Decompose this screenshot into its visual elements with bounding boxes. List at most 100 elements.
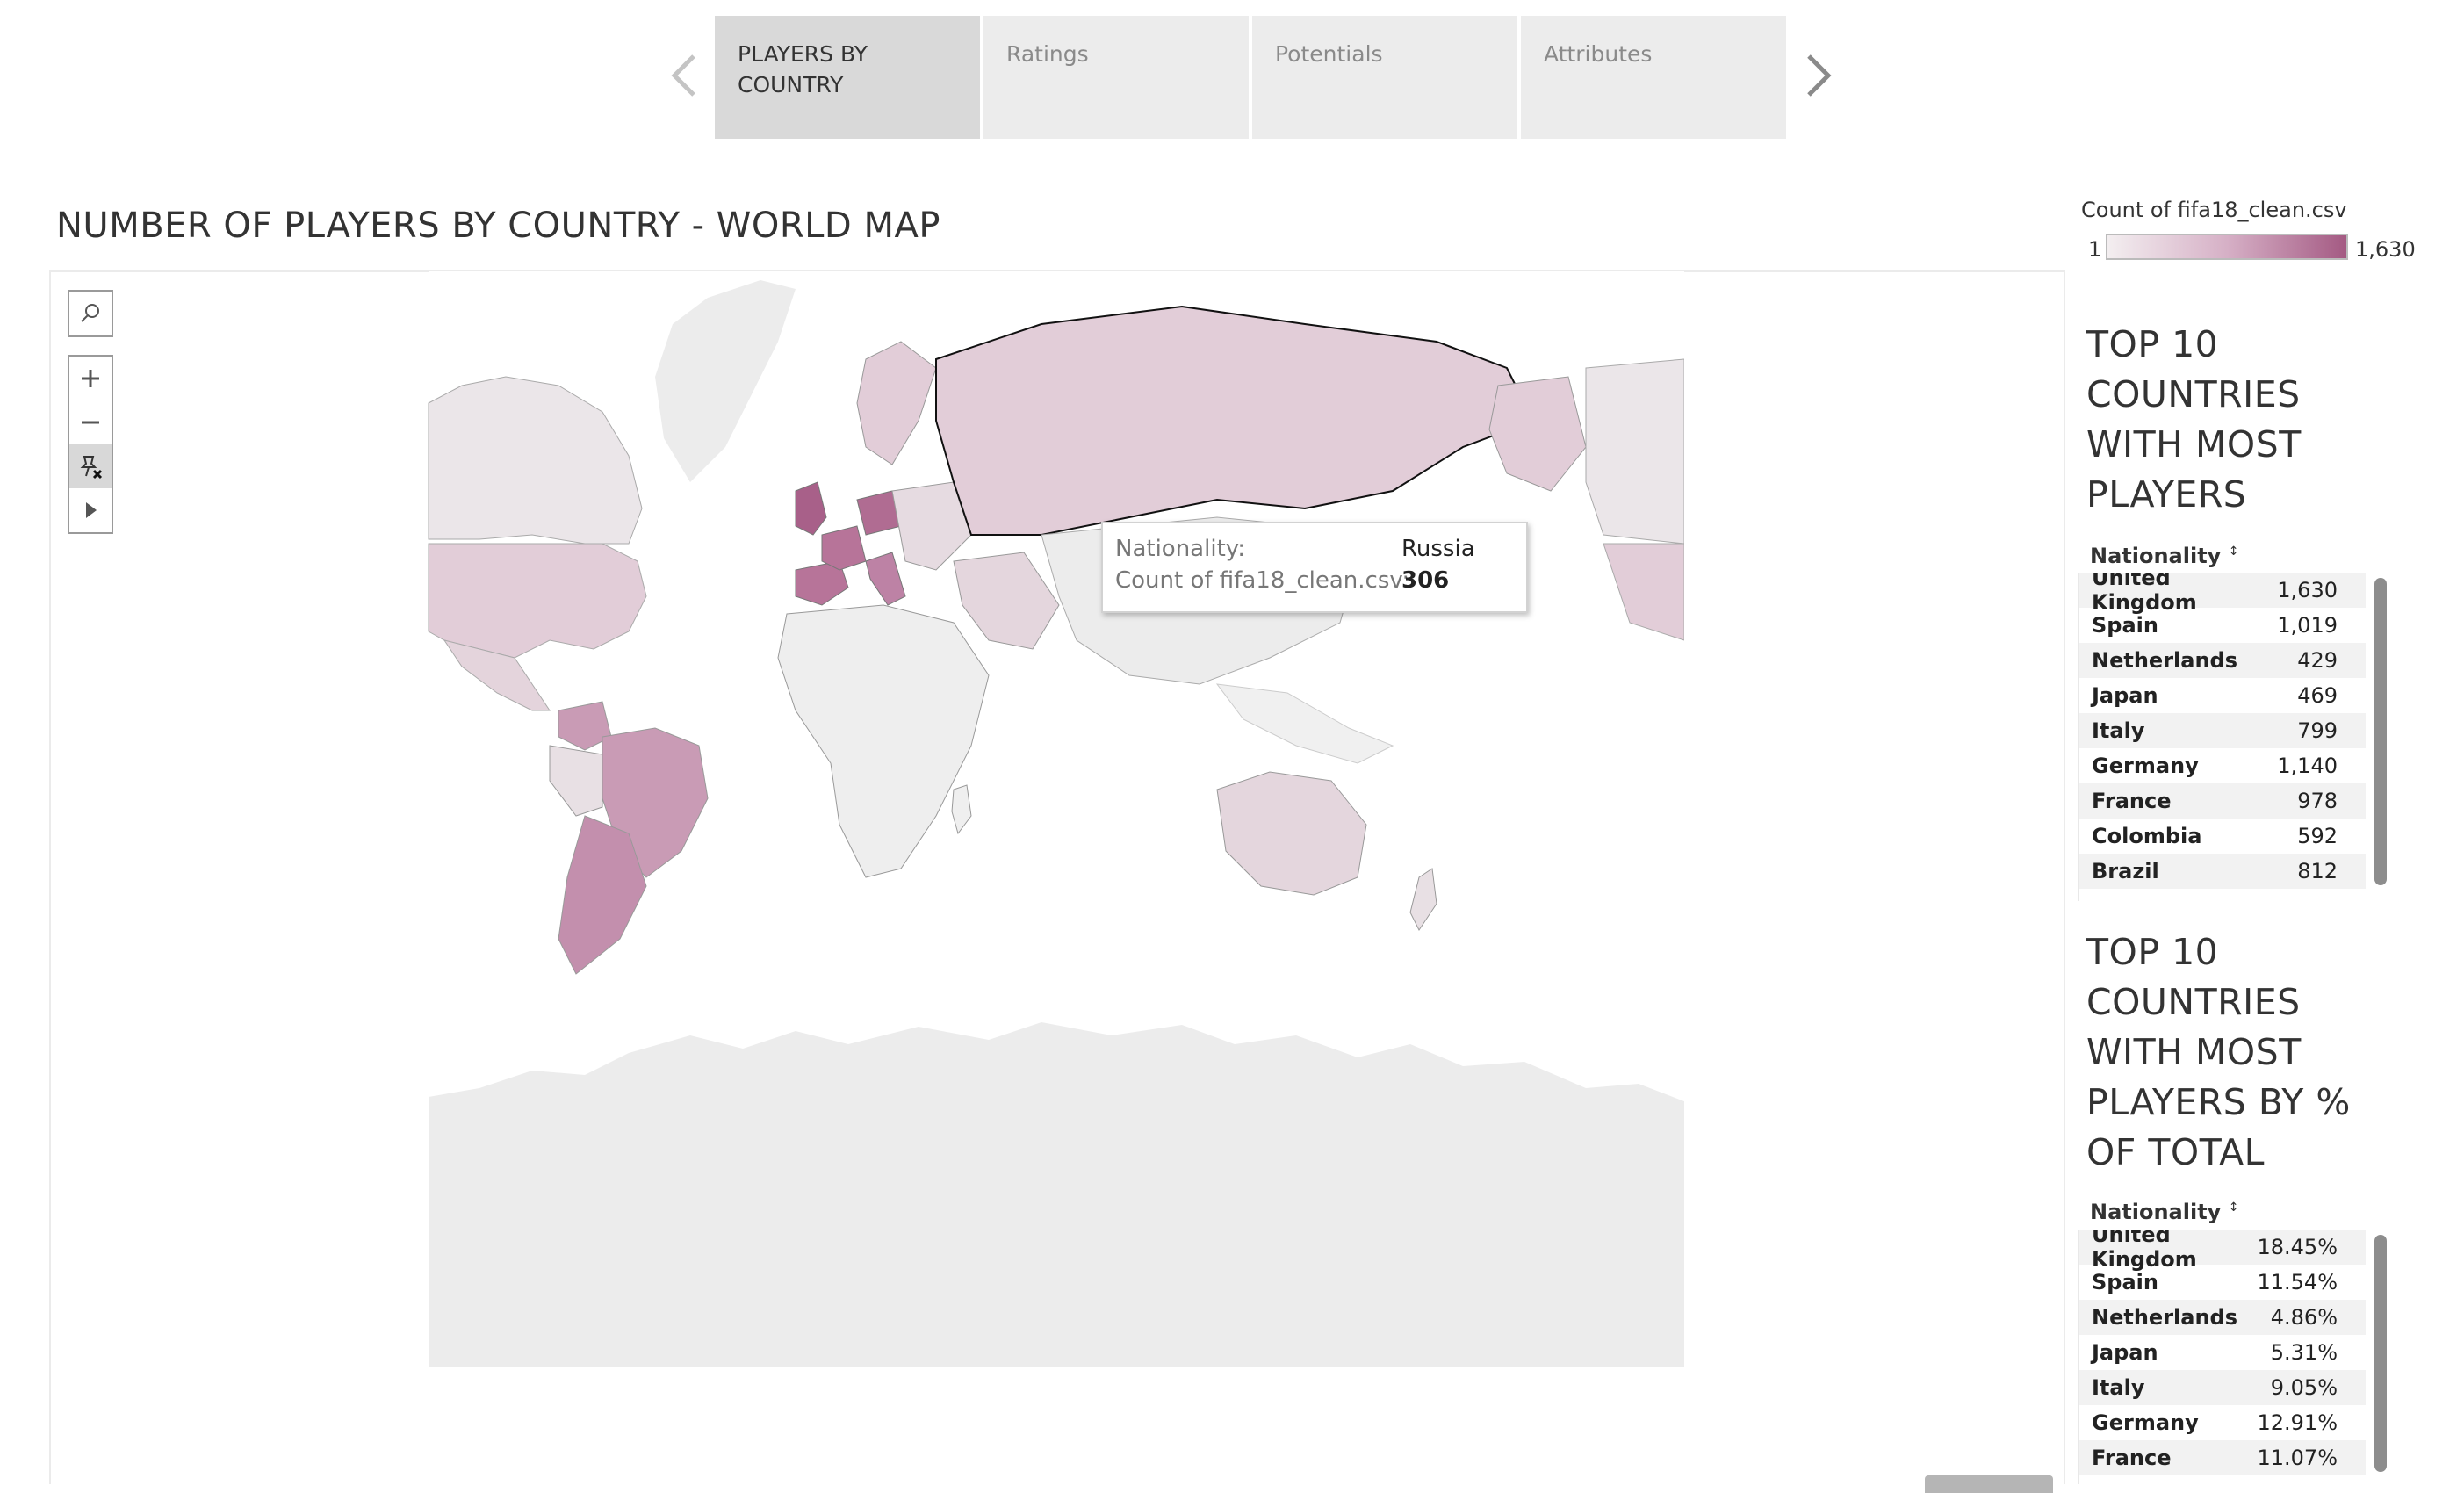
row-name: Colombia [2092,824,2202,848]
region-africa [777,604,990,878]
row-name: Spain [2092,613,2158,638]
plus-icon [82,370,99,387]
reset-map-button[interactable] [69,444,112,488]
tab-label: Ratings [1006,41,1089,67]
world-map[interactable] [427,271,1684,1367]
color-legend-bar[interactable] [2106,234,2348,260]
region-mexico [443,639,551,711]
region-france [821,525,867,571]
row-value: 5.31% [2270,1340,2338,1365]
table-row[interactable]: Colombia 592 [2079,819,2366,854]
map-zoom-tools [68,355,113,534]
tab-players-by-country[interactable]: PLAYERS BY COUNTRY [715,16,980,139]
region-se-asia [1215,683,1394,764]
row-value: 812 [2297,859,2338,884]
table-row[interactable]: Netherlands 429 [2079,643,2366,678]
table-row[interactable]: France 11.07% [2079,1440,2366,1475]
sort-icon[interactable]: ↕ [2228,545,2239,559]
color-legend-max: 1,630 [2355,237,2416,262]
top10-pct-header[interactable]: Nationality ↕ [2090,1200,2238,1224]
table-row[interactable]: United Kingdom 1,630 [2079,573,2366,615]
row-value: 1,140 [2277,754,2338,778]
row-name: Japan [2092,1340,2158,1365]
row-name: United Kingdom [2092,573,2197,615]
table-row[interactable]: Germany 12.91% [2079,1405,2366,1440]
unknown-locations-badge[interactable] [1925,1475,2053,1493]
title-line: WITH MOST [2086,1031,2302,1073]
row-name: Netherlands [2092,648,2238,673]
region-argentina [558,815,647,975]
map-search-tool[interactable] [68,290,113,337]
zoom-out-button[interactable] [69,400,112,444]
row-name: Netherlands [2092,1305,2238,1330]
row-name: France [2092,1446,2172,1470]
page-title: NUMBER OF PLAYERS BY COUNTRY - WORLD MAP [56,206,940,246]
table-row[interactable]: Germany 1,140 [2079,748,2366,783]
region-middle-east [953,552,1060,650]
row-value: 11.54% [2257,1270,2338,1295]
row-value: 1,630 [2277,578,2338,602]
column-header-label: Nationality [2090,544,2222,568]
row-name: Germany [2092,1410,2199,1435]
top10-count-title: TOP 10 COUNTRIES WITH MOST PLAYERS [2086,320,2376,520]
top10-count-header[interactable]: Nationality ↕ [2090,544,2238,568]
row-value: 11.07% [2257,1446,2338,1470]
row-value: 1,019 [2277,613,2338,638]
region-madagascar [951,784,972,835]
row-value: 4.86% [2270,1305,2338,1330]
column-header-label: Nationality [2090,1200,2222,1224]
table-row[interactable]: Italy 799 [2079,713,2366,748]
expand-tools-button[interactable] [69,488,112,532]
tab-attributes[interactable]: Attributes [1521,16,1786,139]
story-next-arrow[interactable] [1790,49,1842,102]
row-name: Germany [2092,754,2199,778]
table-row[interactable]: United Kingdom 18.45% [2079,1230,2366,1272]
region-usa [428,543,647,659]
region-uk [795,481,827,536]
story-prev-arrow[interactable] [660,49,713,102]
top10-count-scrollbar[interactable] [2374,578,2387,885]
title-line: PLAYERS BY % [2086,1081,2351,1123]
table-row[interactable]: Brazil 812 [2079,854,2366,889]
sort-icon[interactable]: ↕ [2228,1201,2239,1215]
tab-potentials[interactable]: Potentials [1252,16,1517,139]
top10-pct-table[interactable]: United Kingdom 18.45% Spain 11.54% Netherl… [2078,1230,2394,1484]
minus-icon [82,421,99,424]
row-value: 18.45% [2257,1235,2338,1259]
table-row[interactable]: Italy 9.05% [2079,1370,2366,1405]
table-row[interactable]: Netherlands 4.86% [2079,1300,2366,1335]
region-greenland [655,280,796,482]
row-value: 429 [2297,648,2338,673]
row-value: 978 [2297,789,2338,813]
row-value: 9.05% [2270,1375,2338,1400]
tooltip-value-nationality: Russia [1401,536,1475,562]
table-row[interactable]: Spain 11.54% [2079,1265,2366,1300]
row-name: Italy [2092,1375,2145,1400]
map-tooltip: Nationality: Russia Count of fifa18_clea… [1101,522,1528,613]
row-name: Italy [2092,718,2145,743]
region-colombia [558,701,612,751]
table-row[interactable]: Japan 469 [2079,678,2366,713]
tab-label-line1: PLAYERS BY [738,41,868,67]
table-row[interactable]: France 978 [2079,783,2366,819]
tab-ratings[interactable]: Ratings [983,16,1249,139]
table-row[interactable]: Spain 1,019 [2079,608,2366,643]
table-row[interactable]: Japan 5.31% [2079,1335,2366,1370]
region-antarctica [429,1022,1684,1367]
title-line: TOP 10 [2086,931,2219,973]
top10-count-table[interactable]: United Kingdom 1,630 Spain 1,019 Netherlan… [2078,573,2394,901]
top10-pct-scrollbar[interactable] [2374,1235,2387,1472]
region-canada [428,376,643,545]
zoom-in-button[interactable] [69,357,112,400]
tooltip-value-count: 306 [1401,567,1450,594]
title-line: COUNTRIES [2086,981,2301,1023]
region-peru [549,745,603,817]
region-new-zealand [1409,868,1437,931]
region-usa-east [1603,543,1684,641]
map-search-button[interactable] [69,292,112,335]
tab-label: Attributes [1544,41,1653,67]
chevron-left-icon [671,54,695,97]
row-value: 12.91% [2257,1410,2338,1435]
color-legend-min: 1 [2088,237,2102,262]
row-name: United Kingdom [2092,1230,2197,1272]
